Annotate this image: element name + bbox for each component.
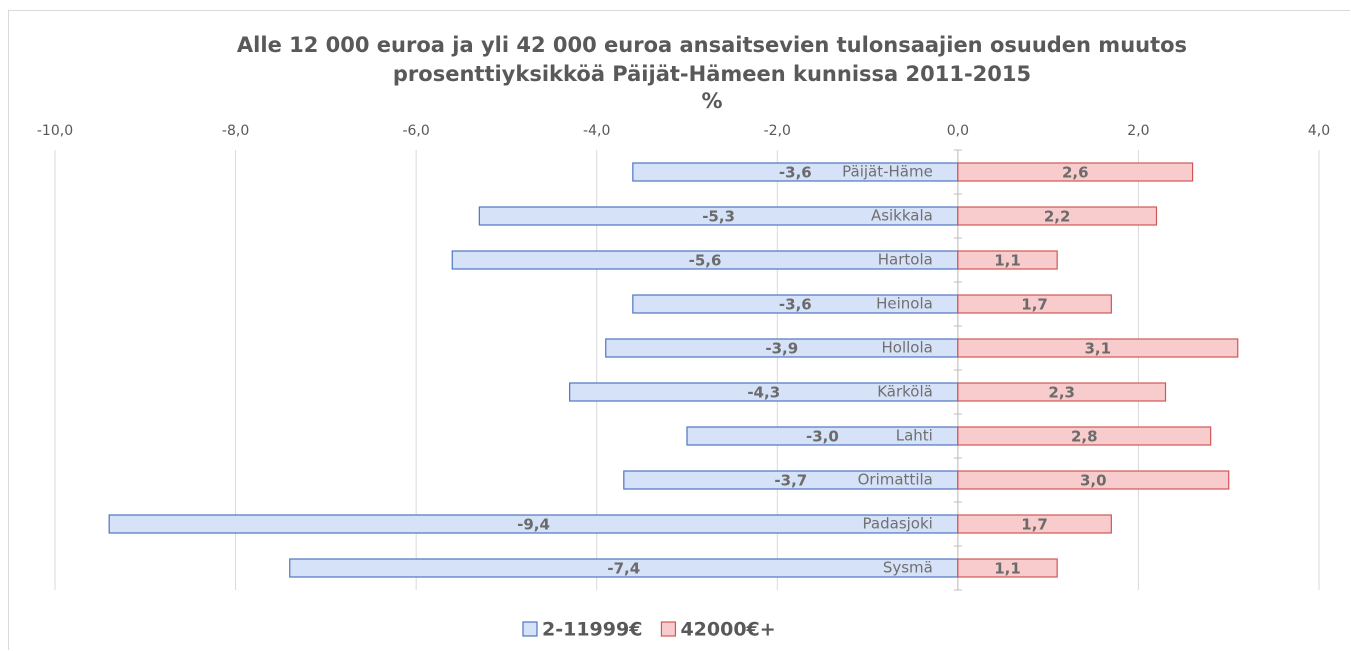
- bar: [957, 250, 1058, 270]
- category-label: Orimattila: [858, 471, 933, 489]
- bar: [957, 206, 1158, 226]
- category-label: Sysmä: [883, 559, 933, 577]
- bar: [957, 338, 1239, 358]
- category-label: Padasjoki: [863, 515, 933, 533]
- x-tick-label: -2,0: [764, 123, 791, 139]
- bar: [957, 426, 1212, 446]
- chart-subtitle: %: [701, 89, 722, 113]
- data-label: 1,7: [1021, 296, 1048, 314]
- data-label: 1,1: [994, 560, 1021, 578]
- data-label: -3,7: [774, 472, 807, 490]
- legend-swatch: [660, 621, 677, 637]
- data-label: 3,1: [1085, 340, 1112, 358]
- chart-title: Alle 12 000 euroa ja yli 42 000 euroa an…: [236, 33, 1188, 86]
- category-label: Hartola: [878, 251, 933, 269]
- category-label: Lahti: [896, 427, 933, 445]
- x-tick-label: 4,0: [1308, 123, 1330, 139]
- x-tick-label: -6,0: [402, 123, 429, 139]
- legend-swatch: [522, 621, 538, 637]
- data-label: -3,0: [806, 428, 839, 446]
- data-label: -9,4: [517, 516, 550, 534]
- category-label: Hollola: [882, 339, 933, 357]
- data-label: -3,9: [765, 340, 798, 358]
- category-label: Päijät-Häme: [842, 163, 933, 181]
- category-label: Heinola: [876, 295, 933, 313]
- chart-frame: [8, 10, 1350, 650]
- data-label: -4,3: [747, 384, 780, 402]
- bar: [957, 558, 1058, 578]
- legend-label: 2-11999€: [542, 619, 642, 641]
- data-label: -7,4: [607, 560, 640, 578]
- bar: [957, 470, 1230, 490]
- bar: [957, 514, 1112, 534]
- x-tick-label: 2,0: [1127, 123, 1149, 139]
- x-tick-label: -4,0: [583, 123, 610, 139]
- data-label: 2,3: [1048, 384, 1075, 402]
- data-label: -3,6: [779, 164, 812, 182]
- legend-label: 42000€+: [680, 619, 775, 641]
- data-label: 2,6: [1062, 164, 1089, 182]
- data-label: -5,3: [702, 208, 735, 226]
- x-tick-label: -8,0: [222, 123, 249, 139]
- data-label: -3,6: [779, 296, 812, 314]
- data-label: -5,6: [689, 252, 722, 270]
- data-label: 1,1: [994, 252, 1021, 270]
- bar: [957, 382, 1167, 402]
- x-tick-label: 0,0: [947, 123, 969, 139]
- bar: [957, 162, 1194, 182]
- category-label: Asikkala: [871, 207, 933, 225]
- data-label: 1,7: [1021, 516, 1048, 534]
- category-label: Kärkölä: [877, 383, 933, 401]
- bar: [957, 294, 1112, 314]
- data-label: 2,8: [1071, 428, 1098, 446]
- data-label: 3,0: [1080, 472, 1107, 490]
- data-label: 2,2: [1044, 208, 1071, 226]
- x-tick-label: -10,0: [37, 123, 73, 139]
